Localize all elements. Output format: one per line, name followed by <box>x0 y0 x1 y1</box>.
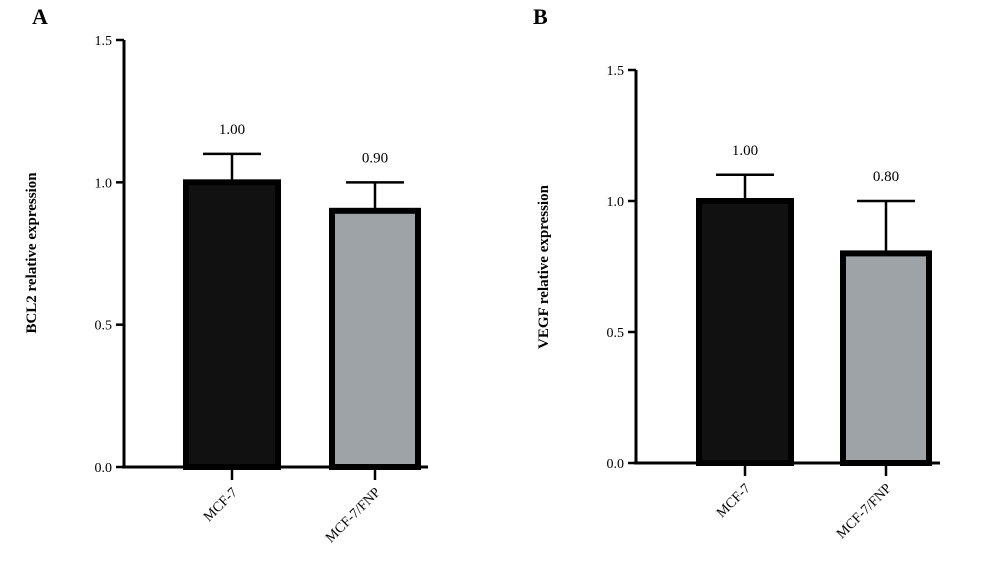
y-tick-label: 1.0 <box>607 195 625 210</box>
data-label: 1.00 <box>219 122 245 138</box>
y-tick-label: 0.0 <box>607 457 625 472</box>
y-axis-label-a: BCL2 relative expression <box>24 172 40 334</box>
x-tick-label: MCF-7 <box>201 485 241 525</box>
x-tick-label: MCF-7/FNP <box>834 481 895 542</box>
bar <box>329 207 421 471</box>
x-tick-label: MCF-7 <box>714 481 754 521</box>
data-label: 1.00 <box>732 143 758 159</box>
bar <box>840 250 932 466</box>
panel-a: A BCL2 relative expression 0.0 0.5 1.0 1.5 1… <box>24 4 428 546</box>
y-tick-label: 1.5 <box>607 64 625 79</box>
y-tick-label: 1.0 <box>95 176 113 191</box>
bar <box>183 179 281 470</box>
y-tick-label: 0.5 <box>607 326 625 341</box>
panel-letter-b: B <box>533 4 548 29</box>
data-label: 0.90 <box>362 150 388 166</box>
panel-b: B VEGF relative expression 0.0 0.5 1.0 1.5 1… <box>533 4 940 542</box>
y-axis-label-b: VEGF relative expression <box>536 184 552 349</box>
data-label: 0.80 <box>873 169 899 185</box>
y-tick-label: 1.5 <box>95 34 113 49</box>
panel-letter-a: A <box>32 4 48 29</box>
y-tick-label: 0.5 <box>95 319 113 334</box>
bar <box>696 198 794 466</box>
y-tick-label: 0.0 <box>95 461 113 476</box>
x-tick-label: MCF-7/FNP <box>323 485 384 546</box>
